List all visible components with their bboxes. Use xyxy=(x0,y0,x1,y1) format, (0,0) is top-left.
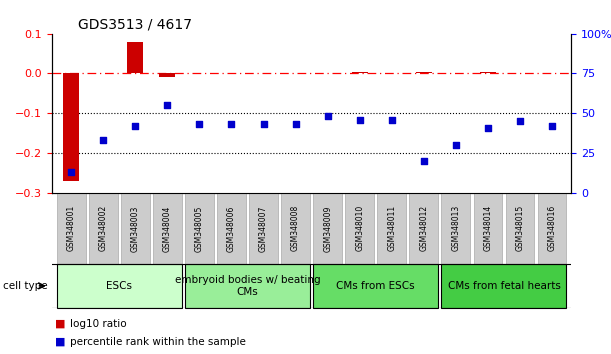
Text: GSM348012: GSM348012 xyxy=(419,205,428,251)
Text: GSM348007: GSM348007 xyxy=(259,205,268,252)
Text: GSM348014: GSM348014 xyxy=(483,205,492,251)
Point xyxy=(227,121,236,127)
Point xyxy=(419,158,429,164)
Bar xyxy=(505,193,535,264)
Text: ■: ■ xyxy=(55,319,65,329)
Bar xyxy=(378,193,406,264)
Text: GSM348009: GSM348009 xyxy=(323,205,332,252)
Point xyxy=(291,121,301,127)
Text: CMs from ESCs: CMs from ESCs xyxy=(337,281,415,291)
Text: GSM348002: GSM348002 xyxy=(99,205,108,251)
Text: GSM348005: GSM348005 xyxy=(195,205,204,252)
Point xyxy=(163,102,172,108)
Bar xyxy=(416,72,432,73)
Point xyxy=(130,123,140,129)
Text: percentile rank within the sample: percentile rank within the sample xyxy=(70,337,246,347)
Bar xyxy=(89,193,118,264)
Bar xyxy=(313,193,342,264)
Bar xyxy=(121,193,150,264)
Point xyxy=(483,125,493,130)
Text: GSM348016: GSM348016 xyxy=(547,205,557,251)
Text: GSM348004: GSM348004 xyxy=(163,205,172,252)
Bar xyxy=(442,264,566,308)
Bar xyxy=(480,72,496,73)
Bar xyxy=(538,193,566,264)
Text: GSM348011: GSM348011 xyxy=(387,205,397,251)
Bar xyxy=(474,193,502,264)
Text: GSM348001: GSM348001 xyxy=(67,205,76,251)
Text: ESCs: ESCs xyxy=(106,281,132,291)
Bar xyxy=(159,73,175,76)
Bar xyxy=(352,72,368,73)
Bar xyxy=(57,264,182,308)
Point xyxy=(323,114,332,119)
Bar xyxy=(249,193,278,264)
Text: GSM348008: GSM348008 xyxy=(291,205,300,251)
Point xyxy=(66,170,76,175)
Point xyxy=(355,117,365,122)
Text: embryoid bodies w/ beating
CMs: embryoid bodies w/ beating CMs xyxy=(175,275,320,297)
Text: GSM348015: GSM348015 xyxy=(516,205,524,251)
Bar xyxy=(63,73,79,181)
Point xyxy=(258,121,268,127)
Text: GSM348003: GSM348003 xyxy=(131,205,140,252)
Text: ■: ■ xyxy=(55,337,65,347)
Text: GDS3513 / 4617: GDS3513 / 4617 xyxy=(78,17,192,31)
Point xyxy=(451,142,461,148)
Bar xyxy=(442,193,470,264)
Bar xyxy=(185,193,214,264)
Point xyxy=(98,137,108,143)
Bar xyxy=(127,41,144,73)
Text: GSM348013: GSM348013 xyxy=(452,205,460,251)
Bar xyxy=(153,193,182,264)
Point xyxy=(515,118,525,124)
Bar xyxy=(185,264,310,308)
Bar xyxy=(409,193,438,264)
Bar xyxy=(281,193,310,264)
Text: GSM348006: GSM348006 xyxy=(227,205,236,252)
Text: CMs from fetal hearts: CMs from fetal hearts xyxy=(447,281,560,291)
Text: log10 ratio: log10 ratio xyxy=(70,319,127,329)
Bar xyxy=(57,193,86,264)
Bar xyxy=(217,193,246,264)
Point xyxy=(194,121,204,127)
Point xyxy=(387,117,397,122)
Text: cell type: cell type xyxy=(3,281,48,291)
Text: GSM348010: GSM348010 xyxy=(355,205,364,251)
Bar xyxy=(345,193,374,264)
Point xyxy=(547,123,557,129)
Bar xyxy=(313,264,438,308)
